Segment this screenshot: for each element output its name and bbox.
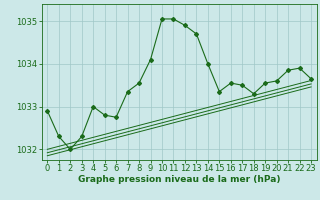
X-axis label: Graphe pression niveau de la mer (hPa): Graphe pression niveau de la mer (hPa) — [78, 175, 280, 184]
